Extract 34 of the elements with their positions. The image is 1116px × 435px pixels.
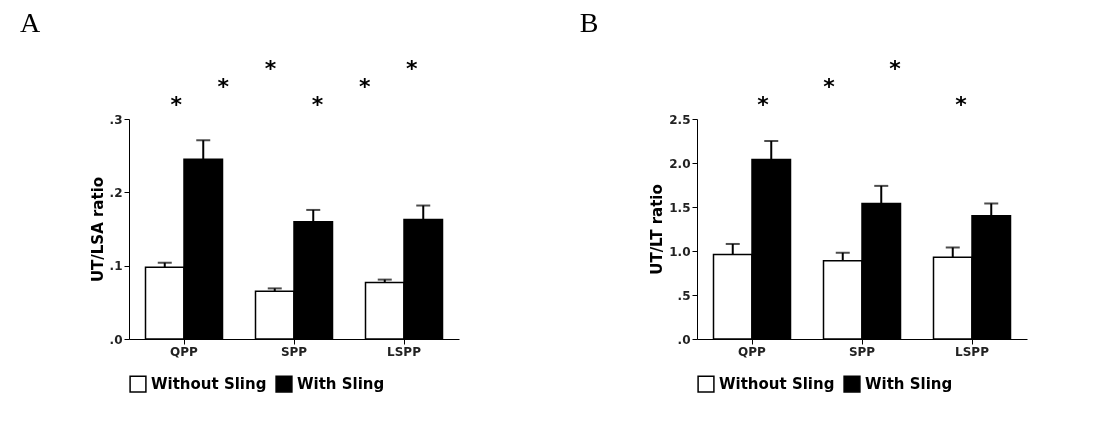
text: * — [217, 74, 230, 99]
y-tick-label: 2.0 — [669, 156, 691, 171]
y-tick-label: .3 — [109, 112, 123, 127]
x-tick-label: QPP — [170, 344, 199, 359]
legend-label: With Sling — [297, 375, 385, 394]
x-tick-label: QPP — [738, 344, 767, 359]
y-tick-label: .2 — [109, 185, 123, 200]
x-tick-label: LSPP — [387, 344, 422, 359]
y-tick-label: .0 — [677, 332, 691, 347]
chart-title: A — [20, 7, 42, 38]
text: * — [757, 92, 770, 117]
text: * — [170, 92, 183, 117]
text: * — [955, 92, 968, 117]
y-axis-title: UT/LT ratio — [648, 184, 667, 275]
legend-label: Without Sling — [151, 375, 267, 394]
x-tick-label: LSPP — [955, 344, 990, 359]
legend-label: With Sling — [865, 375, 953, 394]
y-tick-label: 2.5 — [669, 112, 691, 127]
x-tick-label: SPP — [848, 344, 876, 359]
text: * — [264, 56, 277, 81]
text: * — [358, 74, 371, 99]
y-tick-label: 1.0 — [669, 244, 691, 259]
legend-label: Without Sling — [719, 375, 835, 394]
x-tick-label: SPP — [280, 344, 308, 359]
chart-title: B — [579, 7, 599, 38]
y-axis-title: UT/LSA ratio — [88, 176, 107, 283]
y-tick-label: .1 — [109, 259, 123, 274]
text: * — [889, 56, 902, 81]
text: * — [406, 56, 419, 81]
y-tick-label: .5 — [677, 288, 691, 303]
text: * — [823, 74, 836, 99]
y-tick-label: .0 — [109, 332, 123, 347]
y-tick-label: 1.5 — [669, 200, 691, 215]
text: * — [311, 92, 324, 117]
